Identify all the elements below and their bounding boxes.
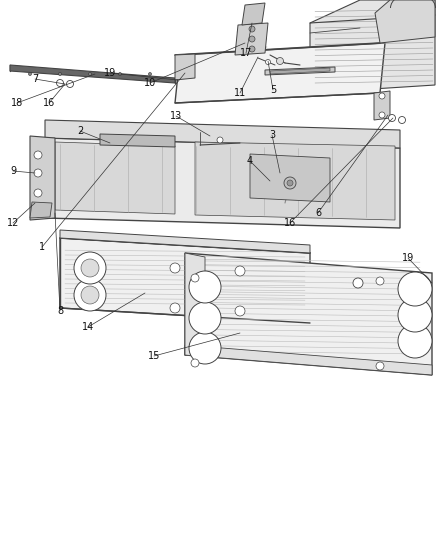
Polygon shape [55, 142, 175, 214]
Circle shape [81, 286, 99, 304]
Circle shape [88, 72, 92, 76]
Circle shape [235, 266, 245, 276]
Circle shape [189, 332, 221, 364]
Circle shape [249, 26, 255, 32]
Polygon shape [30, 136, 55, 220]
Circle shape [67, 80, 74, 87]
Polygon shape [60, 238, 310, 323]
Polygon shape [270, 68, 330, 74]
Polygon shape [45, 138, 400, 228]
Circle shape [376, 277, 384, 285]
Circle shape [287, 180, 293, 186]
Text: 17: 17 [240, 48, 252, 58]
Circle shape [399, 117, 406, 124]
Circle shape [28, 72, 32, 76]
Polygon shape [195, 142, 395, 220]
Text: 8: 8 [57, 306, 63, 316]
Text: 11: 11 [234, 88, 246, 98]
Polygon shape [235, 23, 268, 55]
Text: 13: 13 [170, 111, 182, 121]
Polygon shape [175, 43, 385, 103]
Text: 19: 19 [104, 68, 116, 78]
Circle shape [34, 151, 42, 159]
Circle shape [170, 303, 180, 313]
Text: 18: 18 [11, 98, 23, 108]
Text: 2: 2 [77, 126, 83, 136]
Circle shape [191, 359, 199, 367]
Circle shape [276, 58, 283, 64]
Circle shape [376, 362, 384, 370]
Circle shape [74, 279, 106, 311]
Polygon shape [185, 253, 205, 357]
Text: 19: 19 [402, 253, 414, 263]
Polygon shape [45, 120, 400, 148]
Circle shape [389, 115, 396, 122]
Text: 15: 15 [148, 351, 160, 361]
Circle shape [74, 252, 106, 284]
Polygon shape [375, 0, 435, 43]
Circle shape [34, 169, 42, 177]
Text: 12: 12 [7, 218, 19, 228]
Circle shape [235, 306, 245, 316]
Circle shape [379, 93, 385, 99]
Text: 14: 14 [82, 322, 94, 332]
Circle shape [191, 274, 199, 282]
Polygon shape [100, 134, 175, 147]
Circle shape [57, 79, 64, 86]
Circle shape [398, 324, 432, 358]
Circle shape [170, 263, 180, 273]
Text: 1: 1 [39, 242, 45, 252]
Polygon shape [175, 54, 195, 80]
Polygon shape [310, 0, 435, 93]
Text: 10: 10 [144, 78, 156, 88]
Circle shape [148, 72, 152, 76]
Circle shape [189, 271, 221, 303]
Polygon shape [250, 154, 330, 202]
Polygon shape [242, 3, 265, 25]
Text: 9: 9 [10, 166, 16, 176]
Circle shape [353, 278, 363, 288]
Circle shape [81, 259, 99, 277]
Circle shape [119, 72, 121, 76]
Circle shape [189, 302, 221, 334]
Circle shape [398, 272, 432, 306]
Text: 5: 5 [270, 85, 276, 95]
Circle shape [379, 112, 385, 118]
Text: 3: 3 [269, 130, 275, 140]
Circle shape [34, 189, 42, 197]
Text: 4: 4 [247, 156, 253, 166]
Circle shape [398, 298, 432, 332]
Text: 16: 16 [43, 98, 55, 108]
Polygon shape [265, 67, 335, 75]
Circle shape [249, 36, 255, 42]
Polygon shape [185, 345, 432, 375]
Text: 16: 16 [284, 218, 296, 228]
Polygon shape [10, 65, 175, 83]
Circle shape [249, 46, 255, 52]
Polygon shape [30, 202, 52, 218]
Circle shape [217, 137, 223, 143]
Text: 7: 7 [32, 74, 38, 84]
Text: 6: 6 [315, 208, 321, 218]
Circle shape [284, 177, 296, 189]
Circle shape [34, 209, 42, 217]
Circle shape [265, 60, 271, 64]
Polygon shape [374, 91, 390, 120]
Circle shape [59, 72, 61, 76]
Polygon shape [185, 253, 432, 375]
Polygon shape [60, 230, 310, 253]
